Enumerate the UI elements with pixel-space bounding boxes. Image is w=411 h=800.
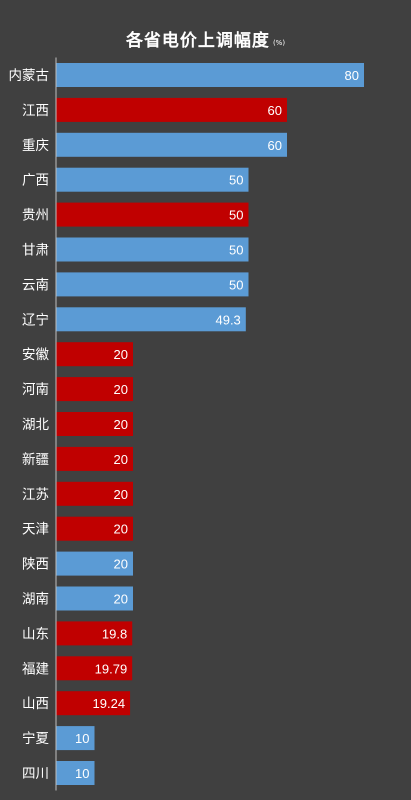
category-label: 江西 (22, 103, 49, 119)
bar-1 (56, 97, 287, 122)
value-label: 20 (114, 522, 128, 537)
value-label: 19.24 (93, 696, 126, 711)
bar-20 (56, 761, 95, 785)
bar-8 (56, 342, 133, 367)
value-label: 20 (114, 417, 128, 432)
category-label: 甘肃 (22, 243, 49, 259)
bar-2 (56, 132, 287, 157)
value-label: 60 (268, 103, 282, 118)
bar-3 (56, 167, 249, 192)
category-label: 天津 (22, 522, 49, 538)
category-labels: 内蒙古江西重庆广西贵州甘肃云南辽宁安徽河南湖北新疆江苏天津陕西湖南山东福建山西宁… (9, 68, 50, 782)
bar-12 (56, 481, 133, 506)
chart-title-row: 各省电价上调幅度 (%) (0, 26, 411, 51)
bar-0 (56, 63, 364, 87)
value-label: 50 (229, 277, 243, 292)
bar-14 (56, 551, 133, 576)
category-label: 福建 (22, 661, 49, 677)
value-label: 80 (345, 68, 359, 83)
category-label: 湖北 (22, 417, 49, 433)
value-label: 10 (75, 731, 89, 746)
bar-9 (56, 377, 133, 402)
value-label: 19.79 (95, 661, 128, 676)
category-label: 广西 (22, 173, 49, 189)
category-label: 辽宁 (22, 311, 49, 328)
bar-19 (56, 726, 95, 751)
value-label: 50 (229, 208, 243, 223)
category-label: 新疆 (22, 452, 49, 468)
value-label: 50 (229, 173, 243, 188)
value-label: 50 (229, 243, 243, 258)
bar-13 (56, 516, 133, 541)
bar-7 (56, 307, 246, 332)
category-label: 湖南 (22, 592, 49, 608)
category-label: 内蒙古 (9, 68, 50, 84)
chart-title: 各省电价上调幅度 (125, 31, 270, 51)
value-label: 20 (114, 452, 128, 467)
bar-11 (56, 446, 133, 471)
bar-6 (56, 272, 249, 297)
value-label: 19.8 (102, 626, 127, 641)
value-labels: 80 60 60 50 50 50 50 49.3 20 20 20 20 20 20 20 20 19.8 19… (75, 68, 359, 781)
bars-group (56, 63, 364, 785)
category-label: 山西 (22, 696, 49, 712)
category-label: 四川 (22, 766, 49, 782)
value-label: 20 (114, 347, 128, 362)
category-label: 山东 (22, 626, 49, 642)
value-label: 49.3 (215, 312, 240, 327)
chart-unit: (%) (272, 39, 286, 47)
value-label: 20 (114, 382, 128, 397)
value-label: 10 (75, 766, 89, 781)
bar-5 (56, 237, 249, 262)
bar-18 (56, 691, 131, 716)
category-label: 重庆 (22, 138, 49, 154)
category-label: 江苏 (22, 487, 49, 503)
category-label: 河南 (22, 382, 49, 398)
value-label: 60 (268, 138, 282, 153)
bar-15 (56, 586, 133, 611)
category-label: 云南 (22, 277, 49, 293)
category-label: 安徽 (22, 347, 49, 363)
bar-16 (56, 621, 133, 646)
bar-10 (56, 412, 133, 436)
value-label: 20 (114, 487, 128, 502)
category-label: 贵州 (22, 208, 49, 224)
category-label: 宁夏 (22, 730, 49, 747)
value-label: 20 (114, 592, 128, 607)
category-label: 陕西 (22, 557, 49, 573)
bar-17 (56, 656, 133, 681)
value-label: 20 (114, 557, 128, 572)
bar-4 (56, 202, 249, 227)
